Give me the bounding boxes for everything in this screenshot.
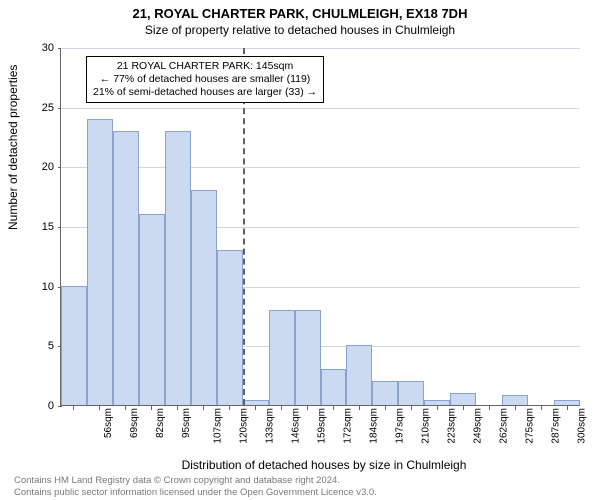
x-tick-label: 287sqm [551,408,562,444]
bar [554,400,580,405]
y-tick-label: 10 [28,281,54,293]
chart-title-block: 21, ROYAL CHARTER PARK, CHULMLEIGH, EX18… [0,0,600,37]
x-tick-label: 262sqm [499,408,510,444]
bar [113,131,139,405]
bar [191,190,217,405]
title-line1: 21, ROYAL CHARTER PARK, CHULMLEIGH, EX18… [0,6,600,21]
x-tick-label: 69sqm [129,408,140,438]
x-tick-label: 146sqm [291,408,302,444]
x-tick-label: 210sqm [421,408,432,444]
bar [502,395,528,405]
bar [269,310,295,405]
x-tick-label: 275sqm [525,408,536,444]
bar [61,286,87,405]
x-axis-label: Distribution of detached houses by size … [60,458,588,472]
x-axis-ticks: 56sqm 69sqm 82sqm 95sqm 107sqm 120sqm 133sqm 14… [60,406,580,450]
bar [295,310,321,405]
x-tick-label: 95sqm [181,408,192,438]
bar [346,345,372,405]
annotation-line: 21% of semi-detached houses are larger (… [93,86,317,99]
annotation-box: 21 ROYAL CHARTER PARK: 145sqm ← 77% of d… [86,56,324,103]
y-tick-label: 20 [28,161,54,173]
x-tick-label: 184sqm [369,408,380,444]
bar [321,369,347,405]
x-tick-label: 249sqm [473,408,484,444]
x-tick-label: 107sqm [213,408,224,444]
bar [87,119,113,405]
bar [243,400,269,405]
x-tick-label: 82sqm [155,408,166,438]
bar [424,400,450,405]
y-tick-label: 30 [28,42,54,54]
bar [372,381,398,405]
bar [165,131,191,405]
x-tick-label: 159sqm [317,408,328,444]
y-axis-ticks: 051015202530 [28,48,58,406]
x-tick-label: 223sqm [447,408,458,444]
x-tick-label: 56sqm [103,408,114,438]
y-axis-label: Number of detached properties [6,65,20,230]
x-tick-label: 172sqm [343,408,354,444]
bar [217,250,243,405]
footer-line: Contains HM Land Registry data © Crown c… [14,475,586,486]
y-tick-label: 25 [28,102,54,114]
annotation-line: ← 77% of detached houses are smaller (11… [93,73,317,86]
x-tick-label: 300sqm [577,408,588,444]
y-tick-label: 5 [28,340,54,352]
y-tick-label: 15 [28,221,54,233]
bar [450,393,476,405]
x-tick-label: 120sqm [239,408,250,444]
bar [139,214,165,405]
footer-line: Contains public sector information licen… [14,487,586,498]
y-tick-label: 0 [28,400,54,412]
annotation-line: 21 ROYAL CHARTER PARK: 145sqm [93,60,317,73]
title-line2: Size of property relative to detached ho… [0,23,600,37]
footer-attribution: Contains HM Land Registry data © Crown c… [14,475,586,498]
bar [398,381,424,405]
x-tick-label: 133sqm [265,408,276,444]
x-tick-label: 197sqm [395,408,406,444]
